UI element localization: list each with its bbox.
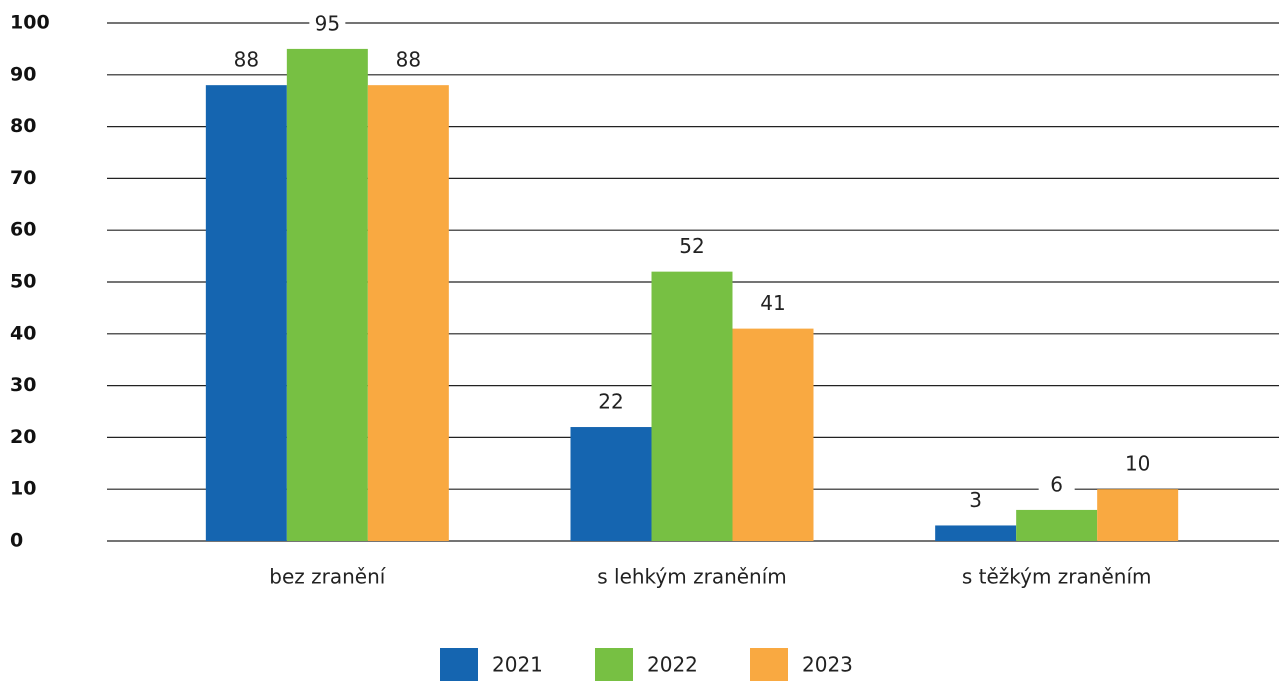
legend-label: 2023 xyxy=(802,653,853,677)
value-label: 88 xyxy=(234,48,259,72)
value-label-bg xyxy=(228,50,265,73)
y-tick-label: 20 xyxy=(10,426,36,448)
value-label: 6 xyxy=(1050,472,1063,496)
value-label-bg xyxy=(755,293,791,316)
bar xyxy=(286,48,368,542)
legend-swatch xyxy=(595,648,633,681)
legend-label: 2022 xyxy=(647,653,698,677)
y-tick-label: 80 xyxy=(10,115,36,137)
value-label: 3 xyxy=(969,488,982,512)
value-label: 52 xyxy=(679,234,704,258)
value-label: 41 xyxy=(760,291,785,315)
y-tick-label: 30 xyxy=(10,374,36,396)
value-label-bg xyxy=(1038,474,1075,497)
x-tick-label: bez zranění xyxy=(269,565,386,589)
bar xyxy=(732,328,814,541)
bar xyxy=(1097,489,1179,541)
y-tick-label: 0 xyxy=(10,530,23,552)
y-tick-label: 90 xyxy=(10,63,36,85)
y-tick-label: 70 xyxy=(10,167,36,189)
value-label: 88 xyxy=(396,48,421,72)
value-label-bg xyxy=(593,392,629,415)
y-tick-label: 60 xyxy=(10,219,36,241)
value-label: 10 xyxy=(1125,452,1150,476)
y-tick-label: 100 xyxy=(10,12,50,34)
bar xyxy=(935,525,1017,541)
value-label-bg xyxy=(309,13,346,36)
x-tick-label: s těžkým zraněním xyxy=(962,565,1152,589)
bar xyxy=(1016,509,1098,541)
bar xyxy=(367,85,449,541)
value-label-bg xyxy=(957,490,994,513)
legend-swatch xyxy=(440,648,478,681)
y-tick-label: 40 xyxy=(10,322,36,344)
value-label-bg xyxy=(674,236,710,259)
value-label-bg xyxy=(390,50,427,73)
x-tick-label: s lehkým zraněním xyxy=(597,565,787,589)
bar xyxy=(205,85,287,541)
y-tick-label: 10 xyxy=(10,478,36,500)
legend-label: 2021 xyxy=(492,653,543,677)
value-label: 95 xyxy=(315,11,340,35)
y-tick-label: 50 xyxy=(10,271,36,293)
bar xyxy=(651,271,733,541)
bar xyxy=(570,427,652,541)
value-label-bg xyxy=(1119,454,1156,477)
value-label: 22 xyxy=(598,390,623,414)
legend-swatch xyxy=(750,648,788,681)
